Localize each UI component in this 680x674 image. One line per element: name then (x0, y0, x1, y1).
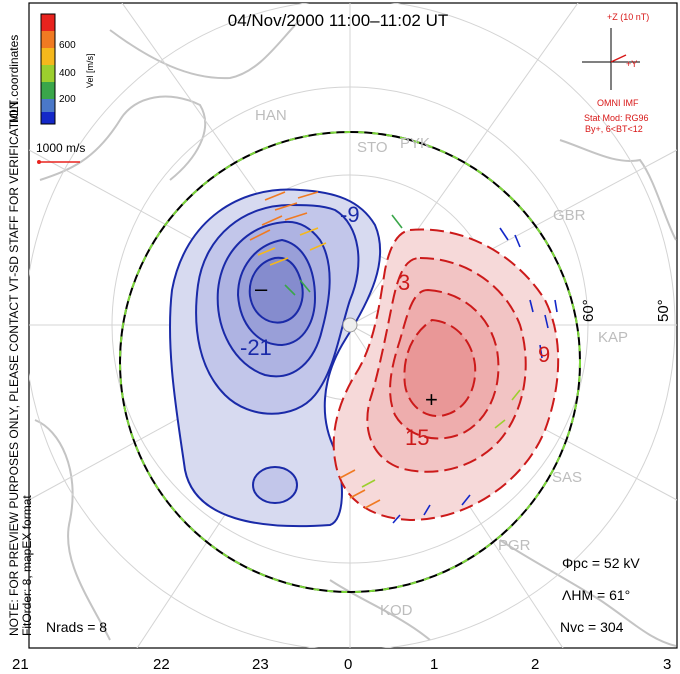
preview-notice: NOTE: FOR PREVIEW PURPOSES ONLY, PLEASE … (7, 97, 21, 636)
stat-model: Stat Mod: RG96 (584, 113, 649, 123)
mlt-tick-2: 2 (531, 656, 539, 673)
mlt-tick-21: 21 (12, 656, 29, 673)
colorbar-segment (41, 99, 55, 112)
hm-boundary-vectors (119, 131, 581, 593)
imf-clock: +Z (10 nT) +Y OMNI IMF Stat Mod: RG96 By… (582, 12, 649, 134)
contour-label-minus9: -9 (340, 202, 360, 227)
mlt-tick-22: 22 (153, 656, 170, 673)
mlt-tick-0: 0 (344, 656, 352, 673)
radar-label-pgr: PGR (498, 537, 531, 554)
colorbar-segment (41, 14, 55, 31)
imf-condition: By+, 6<BT<12 (585, 124, 643, 134)
radar-label-sas: SAS (552, 469, 582, 486)
mlt-tick-1: 1 (430, 656, 438, 673)
imf-source: OMNI IMF (597, 98, 639, 108)
colorbar-segment (41, 31, 55, 48)
imf-z-label: +Z (10 nT) (607, 12, 649, 22)
radar-label-kod: KOD (380, 602, 413, 619)
contour-label-9: 9 (538, 342, 550, 367)
imf-y-label: +Y (626, 59, 637, 69)
pole-marker (342, 317, 358, 333)
radar-count: Nrads = 8 (46, 619, 107, 635)
colorbar-segment (41, 82, 55, 99)
scale-vector-label: 1000 m/s (36, 141, 85, 155)
radar-label-kap: KAP (598, 329, 628, 346)
colorbar-segment (41, 65, 55, 82)
mlt-tick-3: 3 (663, 656, 671, 673)
radar-label-sto: STO (357, 139, 388, 156)
fit-order-note: FitOrder: 8, mapEX format (20, 495, 34, 636)
latitude-label-60: 60° (580, 299, 597, 322)
potential-max-marker: + (425, 387, 438, 412)
potential-min-marker: – (255, 276, 268, 301)
dawn-cell (332, 228, 560, 522)
map-title: 04/Nov/2000 11:00–11:02 UT (228, 11, 449, 30)
radar-label-han: HAN (255, 107, 287, 124)
mlt-axis: 21 22 23 0 1 2 3 (12, 656, 671, 673)
coordinate-system-label: MLT coordinates (7, 35, 21, 123)
velocity-vectors (249, 191, 558, 524)
cross-polar-potential: Φpc = 52 kV (562, 555, 640, 571)
dusk-cell (168, 188, 382, 528)
colorbar-tick-600: 600 (59, 40, 76, 51)
colorbar-tick-400: 400 (59, 68, 76, 79)
radar-label-gbr: GBR (553, 207, 586, 224)
mlt-tick-23: 23 (252, 656, 269, 673)
colorbar-label: Vel [m/s] (85, 53, 95, 88)
colorbar-segment (41, 112, 55, 124)
contour-label-15: 15 (405, 425, 429, 450)
contour-label-3: 3 (398, 270, 410, 295)
velocity-colorbar: 600 400 200 Vel [m/s] (40, 13, 95, 125)
contour-label-minus21: -21 (240, 335, 272, 360)
colorbar-tick-200: 200 (59, 94, 76, 105)
radar-label-pyk: PYK (400, 135, 430, 152)
hm-latitude: ΛHM = 61° (562, 587, 630, 603)
latitude-label-50: 50° (655, 299, 672, 322)
vector-count: Nvc = 304 (560, 619, 624, 635)
colorbar-segment (41, 48, 55, 65)
